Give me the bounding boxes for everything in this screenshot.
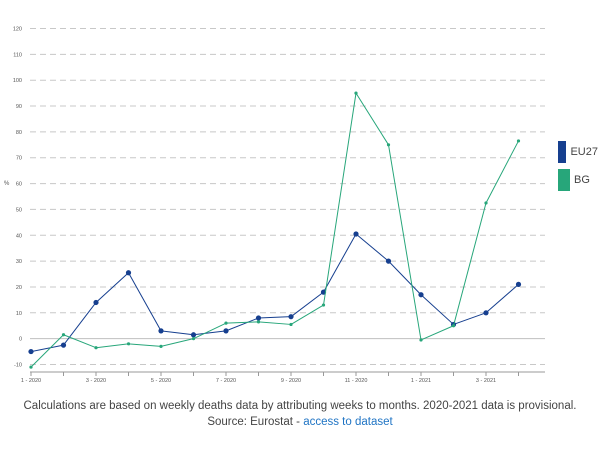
- y-tick-label: -10: [14, 363, 22, 369]
- y-tick-label: 80: [16, 130, 22, 136]
- data-point-eu27: [418, 292, 424, 298]
- data-point-bg: [224, 321, 228, 325]
- legend-swatch-eu27: [558, 141, 567, 163]
- data-point-bg: [29, 365, 33, 369]
- source-line: Source: Eurostat - access to dataset: [0, 416, 600, 428]
- y-tick-label: 70: [16, 156, 22, 162]
- dataset-link[interactable]: access to dataset: [303, 416, 393, 428]
- y-tick-label: 60: [16, 182, 22, 188]
- x-tick-label: 11 - 2020: [345, 378, 368, 384]
- data-point-bg: [159, 344, 163, 349]
- series-line-bg: [30, 92, 519, 368]
- legend-item-bg[interactable]: BG: [558, 169, 598, 191]
- y-tick-label: 110: [13, 52, 22, 58]
- data-point-eu27: [353, 231, 359, 237]
- data-point-bg: [516, 139, 521, 143]
- source-prefix: Source: Eurostat -: [207, 416, 304, 428]
- y-tick-label: 100: [13, 78, 22, 84]
- y-tick-label: 50: [16, 207, 22, 213]
- data-point-bg: [484, 201, 488, 205]
- legend-label-bg: BG: [574, 174, 590, 186]
- data-point-eu27: [28, 348, 34, 355]
- series: [28, 91, 522, 369]
- y-tick-label: 30: [16, 259, 22, 265]
- legend-label-eu27: EU27: [570, 146, 598, 158]
- y-tick-label: 10: [16, 311, 22, 317]
- y-tick-label: 120: [13, 27, 22, 33]
- data-point-bg: [94, 346, 98, 350]
- y-tick-label: 0: [19, 337, 22, 343]
- data-point-bg: [256, 320, 261, 324]
- chart-note: Calculations are based on weekly deaths …: [23, 400, 577, 412]
- data-point-eu27: [515, 281, 522, 287]
- data-point-bg: [61, 333, 66, 337]
- x-tick-label: 7 - 2020: [216, 378, 236, 384]
- x-tick-label: 1 - 2020: [21, 378, 41, 384]
- data-point-eu27: [60, 342, 67, 348]
- data-point-bg: [386, 143, 391, 147]
- data-point-bg: [126, 342, 131, 346]
- legend-item-eu27[interactable]: EU27: [558, 141, 598, 163]
- data-point-eu27: [93, 299, 99, 306]
- data-point-bg: [354, 91, 358, 95]
- y-tick-label: 40: [16, 233, 22, 239]
- data-point-eu27: [385, 258, 392, 264]
- axes: -10 0 10 20 30 40 50 60 70 80 90 100 110 120% 1 - 2020…: [4, 27, 545, 384]
- gridlines: [30, 28, 545, 365]
- y-tick-label: 20: [16, 285, 22, 291]
- x-tick-label: 1 - 2021: [411, 378, 431, 384]
- series-line-eu27: [30, 233, 519, 353]
- data-point-eu27: [483, 310, 489, 316]
- data-point-eu27: [125, 270, 132, 276]
- y-axis-label: %: [4, 181, 10, 187]
- data-point-eu27: [288, 314, 294, 320]
- data-point-bg: [419, 338, 423, 342]
- x-tick-label: 5 - 2020: [151, 378, 171, 384]
- x-tick-label: 3 - 2020: [86, 378, 106, 384]
- y-tick-label: 90: [16, 104, 22, 110]
- data-point-bg: [289, 322, 293, 327]
- data-point-eu27: [255, 315, 262, 321]
- data-point-eu27: [190, 332, 197, 338]
- data-point-bg: [321, 303, 326, 307]
- data-point-bg: [451, 324, 456, 328]
- x-tick-label: 3 - 2021: [476, 378, 496, 384]
- x-tick-label: 9 - 2020: [281, 378, 301, 384]
- data-point-eu27: [223, 328, 229, 334]
- legend-swatch-bg: [558, 169, 570, 191]
- data-point-bg: [191, 337, 196, 341]
- data-point-eu27: [158, 328, 164, 334]
